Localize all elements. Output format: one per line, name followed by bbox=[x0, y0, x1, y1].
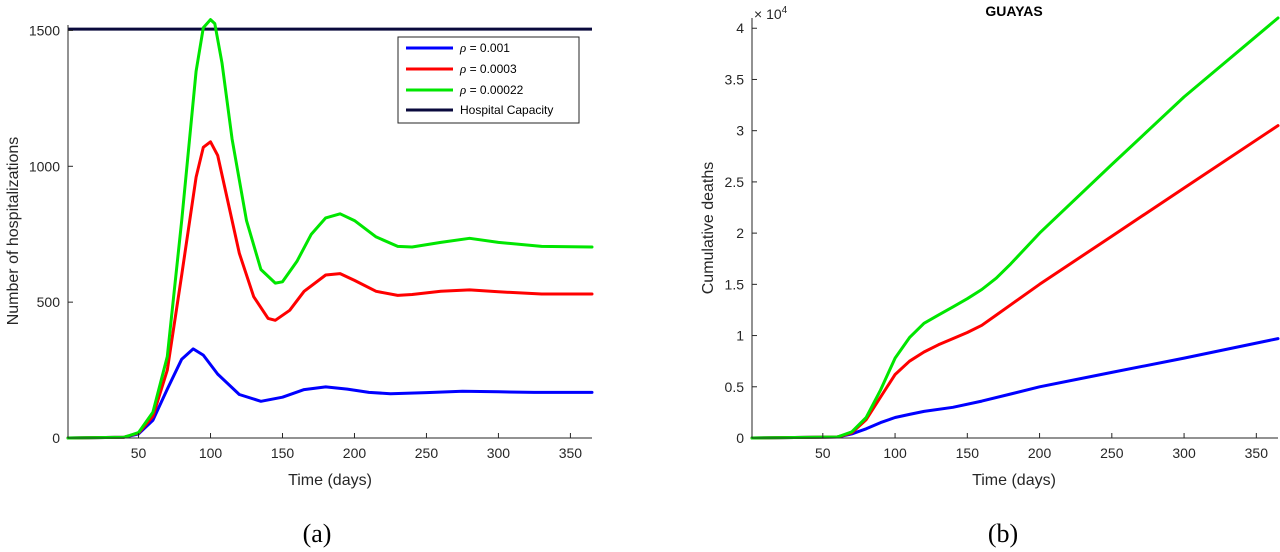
panel-b-xtick-label: 200 bbox=[1028, 445, 1052, 461]
panel-b-ytick-label: 0.5 bbox=[725, 379, 745, 395]
panel-b-ytick-label: 1.5 bbox=[725, 276, 745, 292]
panel-a-chart: 50 100 150 200 250 300 350 0 500 1000 1500 Time (… bbox=[5, 18, 594, 548]
panel-b-ytick-label: 0 bbox=[736, 430, 744, 446]
panel-b-plot-area bbox=[752, 18, 1278, 438]
panel-a-series-line-1 bbox=[66, 140, 594, 440]
panel-b-xtick-label: 300 bbox=[1172, 445, 1196, 461]
panel-a-xtick-label: 200 bbox=[343, 445, 367, 461]
panel-b-ytick-label: 2 bbox=[736, 225, 744, 241]
panel-b-ylabel: Cumulative deaths bbox=[700, 162, 717, 295]
panel-a-xtick-label: 100 bbox=[199, 445, 223, 461]
panel-b-xlabel: Time (days) bbox=[972, 472, 1056, 489]
panel-b-y-ticks: 0 0.5 1 1.5 2 2.5 3 3.5 4 bbox=[725, 20, 757, 446]
panel-b-x-ticks: 50 100 150 200 250 300 350 bbox=[815, 433, 1268, 461]
panel-b-xtick-label: 250 bbox=[1100, 445, 1124, 461]
panel-a-xtick-label: 350 bbox=[559, 445, 583, 461]
panel-a-series-line-2 bbox=[66, 18, 594, 440]
panel-a-series-line-0 bbox=[66, 347, 594, 440]
panel-a-xtick-label: 50 bbox=[131, 445, 147, 461]
panel-a-y-ticks: 0 500 1000 1500 bbox=[29, 22, 73, 446]
panel-b-title: GUAYAS bbox=[985, 3, 1042, 19]
panel-b-xtick-label: 100 bbox=[883, 445, 907, 461]
panel-b-series-line-2 bbox=[750, 16, 1280, 440]
panel-b-series-line-0 bbox=[750, 337, 1280, 440]
panel-b-xtick-label: 50 bbox=[815, 445, 831, 461]
panel-a-caption: (a) bbox=[303, 519, 332, 548]
panel-a-xlabel: Time (days) bbox=[288, 472, 372, 489]
panel-a-xtick-label: 300 bbox=[487, 445, 511, 461]
panel-b-ytick-label: 3 bbox=[736, 123, 744, 139]
panel-b-chart: 50 100 150 200 250 300 350 0 0.5 1 1.5 2 2.5 3 3.5 4 G… bbox=[700, 3, 1280, 548]
legend-label-rho-0.001: ρ = 0.001 bbox=[459, 40, 510, 55]
panel-a-legend: ρ = 0.001 ρ = 0.0003 ρ = 0.00022 Hospita… bbox=[397, 36, 580, 124]
panel-b-y-exponent: × 104 bbox=[754, 5, 788, 22]
panel-b-ytick-label: 3.5 bbox=[725, 71, 745, 87]
panel-a-xtick-label: 250 bbox=[415, 445, 439, 461]
panel-a-x-ticks: 50 100 150 200 250 300 350 bbox=[131, 433, 583, 461]
panel-b-series-group bbox=[750, 16, 1280, 440]
legend-label-rho-0.0003: ρ = 0.0003 bbox=[459, 61, 517, 76]
panel-b-xtick-label: 150 bbox=[956, 445, 980, 461]
panel-a-ytick-label: 1500 bbox=[29, 22, 60, 38]
panel-a-ylabel: Number of hospitalizations bbox=[5, 137, 22, 326]
panel-b-ytick-label: 4 bbox=[736, 20, 744, 36]
legend-label-rho-0.00022: ρ = 0.00022 bbox=[459, 82, 524, 97]
panel-a-series-group bbox=[66, 18, 594, 440]
legend-label-hospital-capacity: Hospital Capacity bbox=[460, 103, 553, 117]
panel-a-ytick-label: 500 bbox=[37, 294, 61, 310]
panel-b-caption: (b) bbox=[988, 519, 1018, 548]
panel-a-xtick-label: 150 bbox=[271, 445, 295, 461]
panel-b-ytick-label: 2.5 bbox=[725, 174, 745, 190]
panel-b-xtick-label: 350 bbox=[1245, 445, 1269, 461]
panel-a-ytick-label: 1000 bbox=[29, 158, 60, 174]
panel-b-ytick-label: 1 bbox=[736, 328, 744, 344]
panel-a-ytick-label: 0 bbox=[52, 430, 60, 446]
